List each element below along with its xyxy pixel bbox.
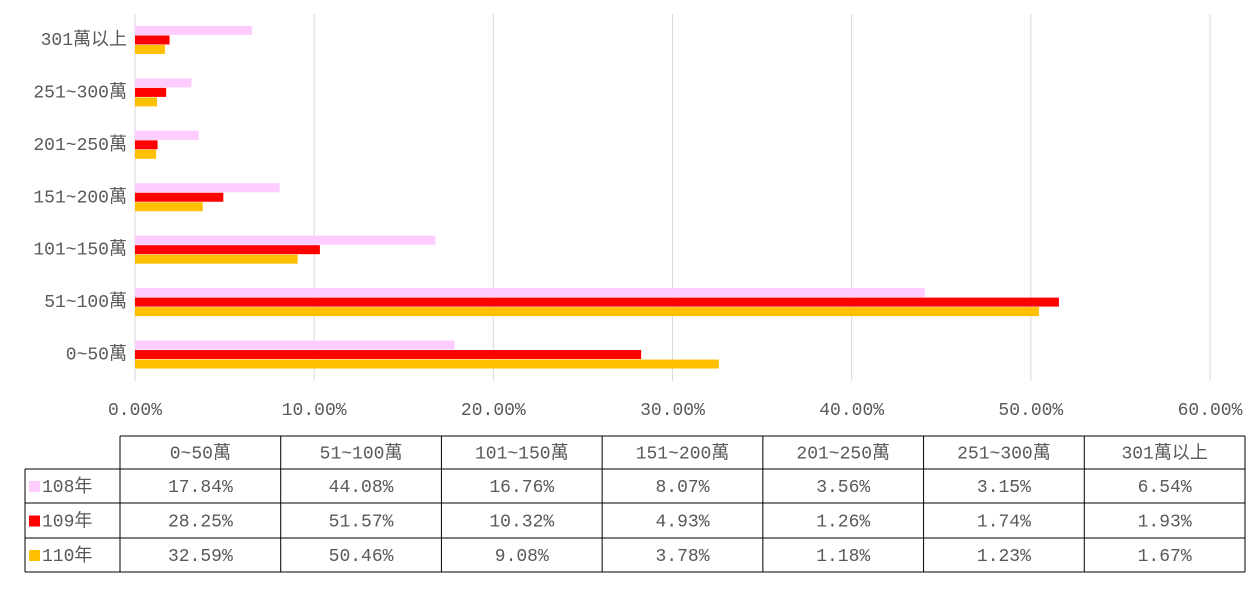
bar [135,35,170,45]
table-cell: 6.54% [1138,478,1192,498]
y-tick-label: 201~250萬 [33,134,127,156]
table-cell: 1.26% [816,512,870,532]
table-header: 301萬以上 [1121,442,1207,464]
legend-label: 109年 [42,510,92,532]
bar [135,97,158,107]
table-cell: 51.57% [329,512,394,532]
bar [135,235,436,245]
table-cell: 16.76% [489,478,554,498]
table-cell: 1.93% [1138,512,1192,532]
table-cell: 50.46% [329,547,394,567]
table-cell: 1.23% [977,547,1031,567]
bar [135,78,192,88]
table-cell: 1.74% [977,512,1031,532]
table-header: 51~100萬 [320,442,403,464]
y-tick-label: 101~150萬 [33,239,127,261]
bar [135,149,157,159]
x-tick-label: 60.00% [1178,401,1243,421]
bar [135,340,455,350]
legend-label: 108年 [42,476,92,498]
x-tick-label: 40.00% [819,401,884,421]
table-cell: 10.32% [489,512,554,532]
y-tick-label: 151~200萬 [33,186,127,208]
table-cell: 28.25% [168,512,233,532]
bar [135,288,925,298]
bar [135,140,158,150]
x-tick-label: 20.00% [461,401,526,421]
table-cell: 9.08% [495,547,549,567]
table-header: 101~150萬 [475,442,569,464]
x-tick-label: 10.00% [282,401,347,421]
y-tick-label: 0~50萬 [66,344,127,366]
table-header: 151~200萬 [636,442,730,464]
table-cell: 44.08% [329,478,394,498]
table-cell: 1.67% [1138,547,1192,567]
y-tick-label: 251~300萬 [33,81,127,103]
bar [135,254,298,264]
table-cell: 32.59% [168,547,233,567]
bar [135,192,224,202]
table-cell: 8.07% [655,478,709,498]
bar [135,307,1040,317]
table-cell: 1.18% [816,547,870,567]
table-header: 201~250萬 [796,442,890,464]
bar [135,87,167,97]
table-header: 251~300萬 [957,442,1051,464]
x-tick-label: 50.00% [998,401,1063,421]
bar [135,350,642,360]
bar [135,359,719,369]
table-header: 0~50萬 [170,442,231,464]
y-tick-label: 51~100萬 [44,291,127,313]
bar [135,44,165,54]
bar [135,25,253,35]
legend-swatch [29,481,40,492]
x-tick-label: 30.00% [640,401,705,421]
bar [135,202,203,212]
bar [135,130,199,140]
legend-label: 110年 [42,545,92,567]
table-cell: 17.84% [168,478,233,498]
y-tick-label: 301萬以上 [41,29,127,51]
bar [135,245,320,255]
bar [135,297,1059,307]
x-tick-label: 0.00% [108,401,162,421]
table-cell: 3.56% [816,478,870,498]
bar [135,183,280,193]
legend-swatch [29,550,40,561]
table-cell: 3.15% [977,478,1031,498]
table-cell: 3.78% [655,547,709,567]
legend-swatch [29,515,40,527]
table-cell: 4.93% [655,512,709,532]
